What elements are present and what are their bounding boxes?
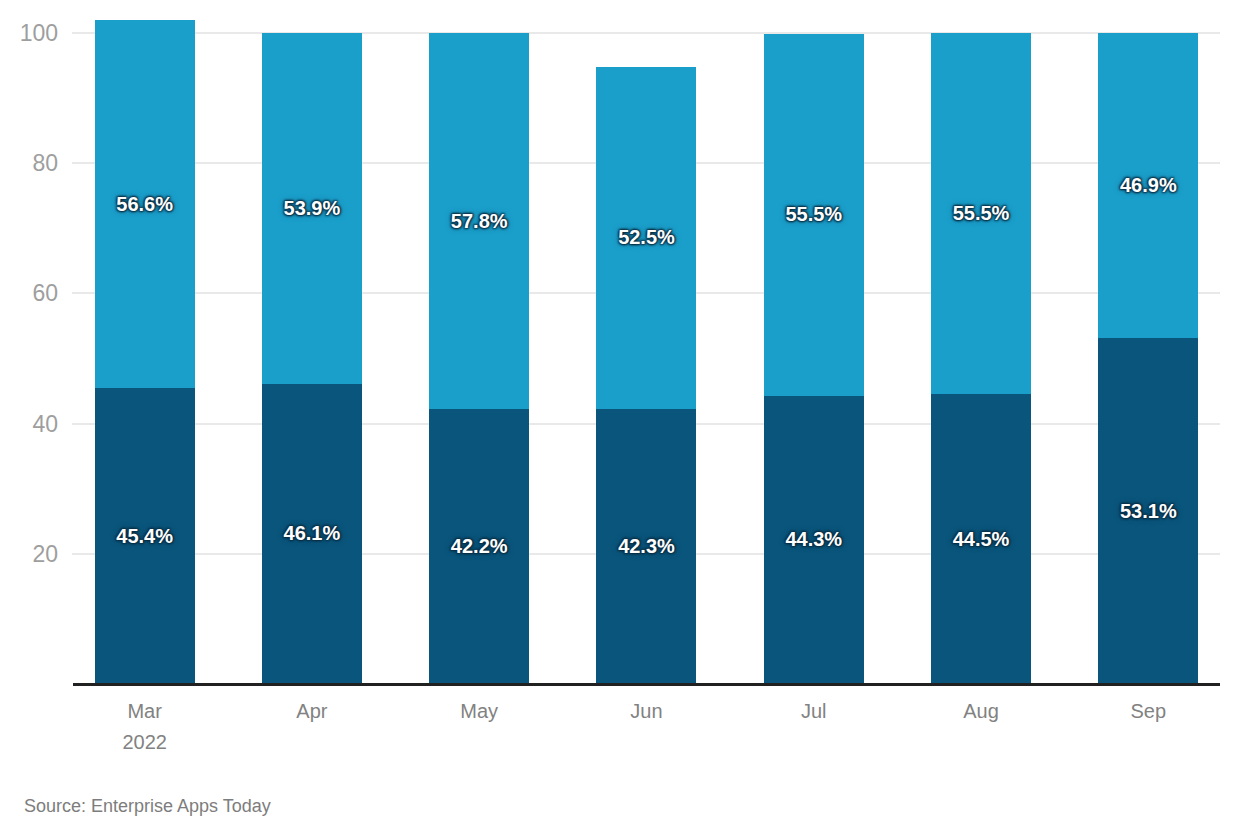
bar-column: 55.5% 44.5%	[897, 0, 1064, 684]
y-tick-label: 100	[0, 21, 58, 45]
bottom-dark-blue-segment[interactable]: 46.1%	[262, 384, 362, 684]
top-light-blue-segment[interactable]: 52.5%	[596, 67, 696, 409]
segment-value-label: 46.9%	[1120, 174, 1177, 197]
bottom-dark-blue-segment[interactable]: 53.1%	[1098, 338, 1198, 684]
segment-value-label: 57.8%	[451, 210, 508, 233]
x-tick-label: Jun	[563, 696, 730, 758]
segment-value-label: 55.5%	[953, 202, 1010, 225]
bar-column: 46.9% 53.1%	[1065, 0, 1232, 684]
x-tick-month: Mar	[61, 696, 228, 727]
stacked-bar: 53.9% 46.1%	[262, 33, 362, 684]
x-tick-year: 2022	[61, 727, 228, 758]
stacked-bar: 52.5% 42.3%	[596, 67, 696, 684]
x-tick-month: Apr	[228, 696, 395, 727]
segment-value-label: 44.5%	[953, 528, 1010, 551]
y-tick-label: 80	[0, 151, 58, 175]
stacked-bar-chart: 20 40 60 80 100 56.6% 45.4% 53.9% 46.1% 57.8% 42.…	[0, 0, 1240, 840]
x-tick-month: Jul	[730, 696, 897, 727]
stacked-bar: 55.5% 44.5%	[931, 33, 1031, 684]
x-tick-month: Sep	[1065, 696, 1232, 727]
x-axis-labels: Mar2022AprMayJunJulAugSep	[61, 696, 1232, 758]
top-light-blue-segment[interactable]: 55.5%	[931, 33, 1031, 394]
bottom-dark-blue-segment[interactable]: 44.3%	[764, 396, 864, 684]
x-tick-month: May	[396, 696, 563, 727]
y-axis-labels: 20 40 60 80 100	[0, 0, 58, 684]
bottom-dark-blue-segment[interactable]: 42.3%	[596, 409, 696, 684]
x-tick-label: Jul	[730, 696, 897, 758]
segment-value-label: 56.6%	[116, 193, 173, 216]
segment-value-label: 44.3%	[785, 528, 842, 551]
bar-column: 57.8% 42.2%	[396, 0, 563, 684]
y-tick-label: 40	[0, 412, 58, 436]
bar-column: 53.9% 46.1%	[228, 0, 395, 684]
top-light-blue-segment[interactable]: 46.9%	[1098, 33, 1198, 338]
bottom-dark-blue-segment[interactable]: 44.5%	[931, 394, 1031, 684]
segment-value-label: 42.2%	[451, 535, 508, 558]
bars-layer: 56.6% 45.4% 53.9% 46.1% 57.8% 42.2% 52.5% 42.3%…	[61, 0, 1232, 684]
bar-column: 52.5% 42.3%	[563, 0, 730, 684]
x-tick-month: Jun	[563, 696, 730, 727]
x-tick-label: Mar2022	[61, 696, 228, 758]
segment-value-label: 53.9%	[284, 197, 341, 220]
y-tick-label: 60	[0, 281, 58, 305]
segment-value-label: 53.1%	[1120, 500, 1177, 523]
segment-value-label: 46.1%	[284, 522, 341, 545]
x-tick-month: Aug	[897, 696, 1064, 727]
x-axis-line	[73, 683, 1220, 686]
x-tick-label: Aug	[897, 696, 1064, 758]
bar-column: 56.6% 45.4%	[61, 0, 228, 684]
segment-value-label: 42.3%	[618, 535, 675, 558]
stacked-bar: 46.9% 53.1%	[1098, 33, 1198, 684]
bottom-dark-blue-segment[interactable]: 45.4%	[95, 388, 195, 684]
source-note: Source: Enterprise Apps Today	[24, 796, 271, 817]
top-light-blue-segment[interactable]: 56.6%	[95, 20, 195, 388]
y-tick-label: 20	[0, 542, 58, 566]
x-tick-label: Apr	[228, 696, 395, 758]
stacked-bar: 57.8% 42.2%	[429, 33, 529, 684]
segment-value-label: 52.5%	[618, 226, 675, 249]
segment-value-label: 45.4%	[116, 525, 173, 548]
top-light-blue-segment[interactable]: 53.9%	[262, 33, 362, 384]
bar-column: 55.5% 44.3%	[730, 0, 897, 684]
x-tick-label: Sep	[1065, 696, 1232, 758]
stacked-bar: 56.6% 45.4%	[95, 20, 195, 684]
top-light-blue-segment[interactable]: 57.8%	[429, 33, 529, 409]
top-light-blue-segment[interactable]: 55.5%	[764, 34, 864, 395]
bottom-dark-blue-segment[interactable]: 42.2%	[429, 409, 529, 684]
segment-value-label: 55.5%	[785, 203, 842, 226]
stacked-bar: 55.5% 44.3%	[764, 34, 864, 684]
x-tick-label: May	[396, 696, 563, 758]
